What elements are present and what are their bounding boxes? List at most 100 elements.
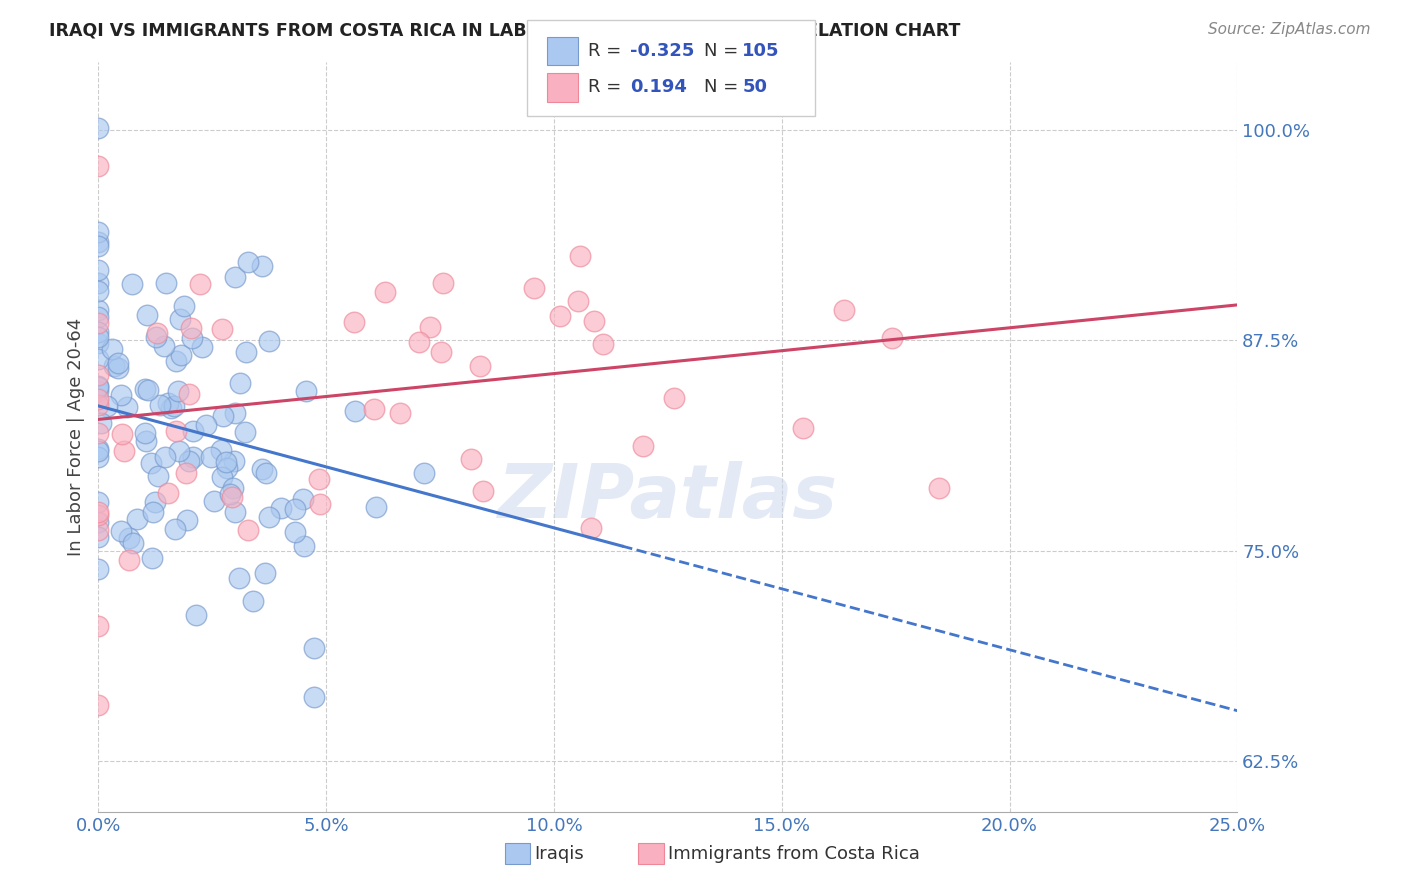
Y-axis label: In Labor Force | Age 20-64: In Labor Force | Age 20-64 xyxy=(66,318,84,557)
Point xyxy=(664,391,686,405)
Text: 50: 50 xyxy=(742,78,768,96)
Point xyxy=(87,443,110,458)
Point xyxy=(118,531,141,545)
Point xyxy=(180,320,202,334)
Point xyxy=(173,300,195,314)
Point xyxy=(191,340,214,354)
Point xyxy=(228,571,250,585)
Point xyxy=(183,424,205,438)
Point xyxy=(87,384,110,398)
Point xyxy=(176,513,198,527)
Point xyxy=(87,159,110,173)
Point xyxy=(292,491,315,506)
Point xyxy=(87,698,110,713)
Point xyxy=(156,485,179,500)
Point xyxy=(236,255,259,269)
Point xyxy=(87,336,110,351)
Point xyxy=(257,334,280,349)
Point xyxy=(87,494,110,508)
Point xyxy=(87,263,110,277)
Point xyxy=(218,486,240,500)
Point xyxy=(87,352,110,367)
Point xyxy=(292,539,315,553)
Text: Source: ZipAtlas.com: Source: ZipAtlas.com xyxy=(1208,22,1371,37)
Point xyxy=(284,524,307,539)
Point xyxy=(215,461,238,475)
Point xyxy=(177,387,200,401)
Point xyxy=(235,344,257,359)
Point xyxy=(550,310,572,324)
Text: ZIPatlas: ZIPatlas xyxy=(498,460,838,533)
Point xyxy=(146,326,169,340)
Text: N =: N = xyxy=(704,78,738,96)
Point xyxy=(122,536,145,550)
Point xyxy=(211,470,233,484)
Point xyxy=(87,515,110,529)
Point xyxy=(110,524,132,538)
Point xyxy=(87,316,110,330)
Point xyxy=(233,425,256,440)
Point xyxy=(224,504,246,518)
Point xyxy=(302,640,325,655)
Point xyxy=(364,500,387,514)
Point xyxy=(363,402,385,417)
Point xyxy=(236,524,259,538)
Point xyxy=(136,308,159,322)
Point xyxy=(87,330,110,344)
Point xyxy=(472,483,495,498)
Point xyxy=(592,337,614,351)
Point xyxy=(222,481,245,495)
Point xyxy=(145,330,167,344)
Point xyxy=(87,276,110,290)
Point xyxy=(224,454,246,468)
Point xyxy=(87,505,110,519)
Point xyxy=(110,388,132,402)
Point xyxy=(413,466,436,480)
Point xyxy=(87,530,110,544)
Text: N =: N = xyxy=(704,42,738,60)
Point xyxy=(631,439,654,453)
Point xyxy=(470,359,492,373)
Point xyxy=(224,406,246,420)
Point xyxy=(308,496,330,510)
Point xyxy=(87,508,110,522)
Point xyxy=(111,426,134,441)
Point xyxy=(581,521,603,535)
Point xyxy=(165,353,187,368)
Point xyxy=(139,456,162,470)
Point xyxy=(87,392,110,407)
Point xyxy=(112,444,135,458)
Point xyxy=(582,314,605,328)
Text: IRAQI VS IMMIGRANTS FROM COSTA RICA IN LABOR FORCE | AGE 20-64 CORRELATION CHART: IRAQI VS IMMIGRANTS FROM COSTA RICA IN L… xyxy=(49,22,960,40)
Point xyxy=(87,425,110,440)
Point xyxy=(155,276,177,290)
Point xyxy=(188,277,211,291)
Point xyxy=(96,399,118,413)
Point xyxy=(389,406,412,420)
Point xyxy=(181,331,204,345)
Point xyxy=(928,482,950,496)
Point xyxy=(344,404,367,418)
Text: 0.194: 0.194 xyxy=(630,78,686,96)
Point xyxy=(202,493,225,508)
Point xyxy=(87,523,110,537)
Point xyxy=(87,303,110,318)
Point xyxy=(250,461,273,475)
Point xyxy=(135,434,157,448)
Point xyxy=(87,284,110,298)
Text: R =: R = xyxy=(588,78,621,96)
Point xyxy=(87,238,110,252)
Point xyxy=(117,400,139,414)
Point xyxy=(167,444,190,458)
Point xyxy=(87,450,110,465)
Text: 105: 105 xyxy=(742,42,780,60)
Point xyxy=(209,442,232,457)
Point xyxy=(792,421,814,435)
Point xyxy=(221,490,243,504)
Point xyxy=(87,325,110,339)
Point xyxy=(523,281,546,295)
Point xyxy=(284,502,307,516)
Point xyxy=(242,593,264,607)
Point xyxy=(103,359,125,373)
Point xyxy=(134,425,156,440)
